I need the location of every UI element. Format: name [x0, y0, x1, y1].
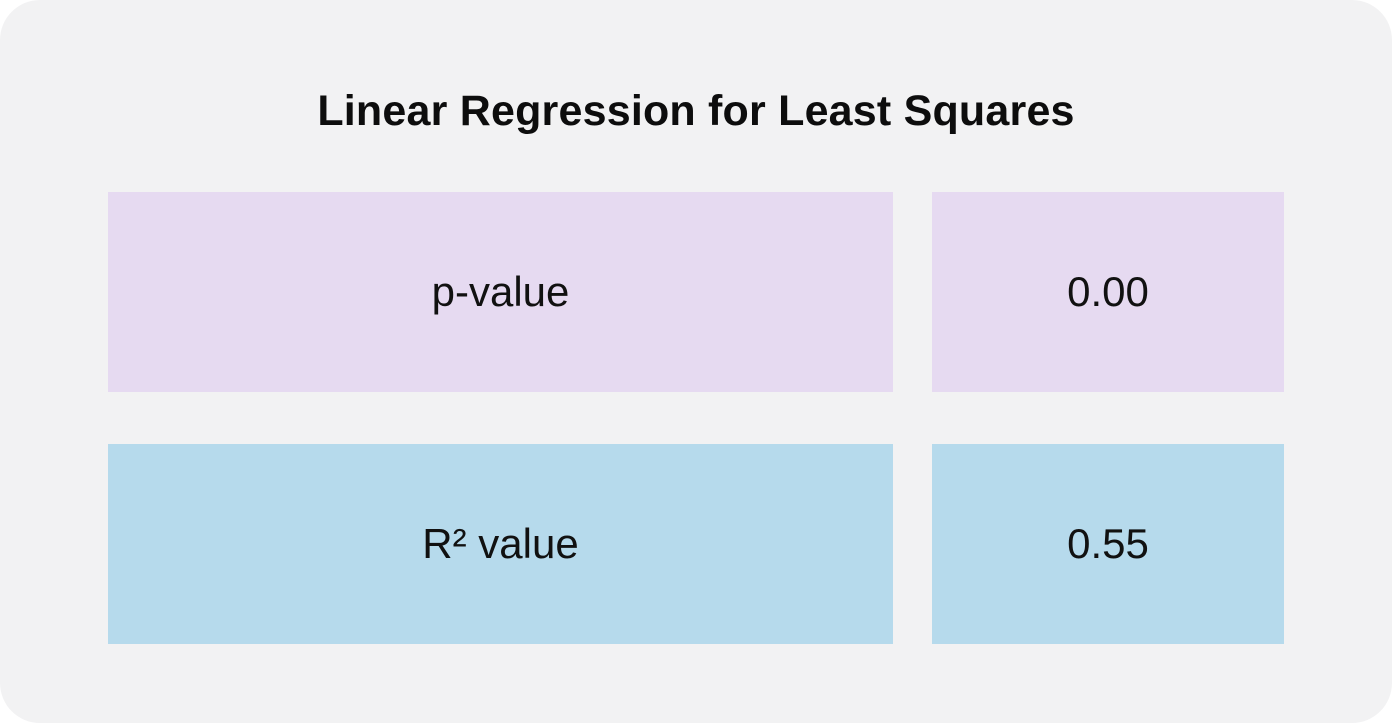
r-squared-label: R² value [422, 520, 579, 567]
card-title: Linear Regression for Least Squares [317, 87, 1075, 135]
p-value-value: 0.00 [1067, 268, 1149, 315]
p-value-value-cell: 0.00 [932, 192, 1284, 392]
p-value-label: p-value [431, 268, 570, 315]
r-squared-value-cell: 0.55 [932, 444, 1284, 644]
r-squared-label-cell: R² value [108, 444, 893, 644]
r-squared-value: 0.55 [1067, 520, 1149, 567]
p-value-label-cell: p-value [108, 192, 893, 392]
